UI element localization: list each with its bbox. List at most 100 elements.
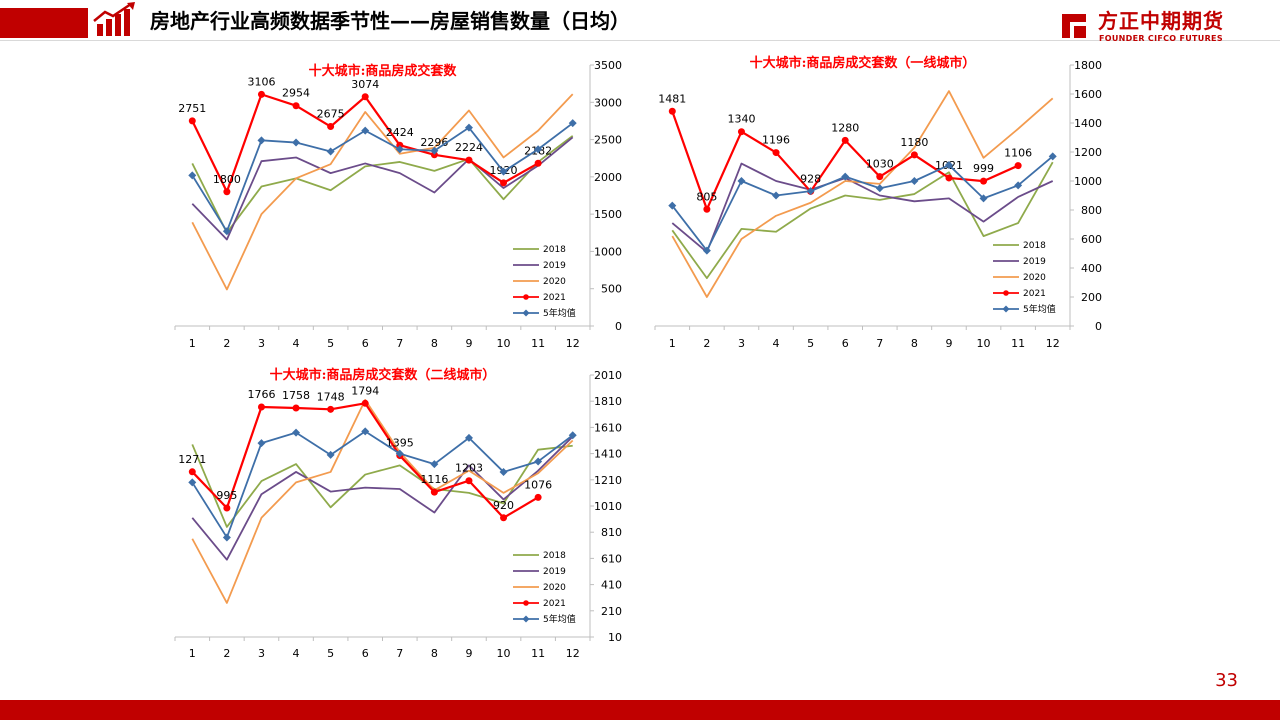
data-point bbox=[430, 488, 438, 496]
series-line bbox=[191, 122, 574, 233]
y-tick-label: 1010 bbox=[594, 500, 622, 513]
series-4 bbox=[188, 119, 577, 236]
x-tick-label: 11 bbox=[531, 647, 545, 660]
y-tick-label: 1210 bbox=[594, 474, 622, 487]
data-label: 2751 bbox=[178, 102, 206, 115]
page-title: 房地产行业高频数据季节性——房屋销售数量（日均） bbox=[150, 9, 630, 33]
series-4 bbox=[188, 427, 577, 542]
data-point bbox=[188, 478, 197, 487]
series-0 bbox=[671, 161, 1054, 280]
y-tick-label: 1400 bbox=[1074, 117, 1102, 130]
chart-legend: 2018 2019 2020 2021 5年均值 bbox=[513, 245, 576, 319]
data-point bbox=[979, 194, 988, 203]
legend-label: 5年均值 bbox=[543, 613, 576, 625]
data-label: 1340 bbox=[727, 113, 755, 126]
legend-label: 2018 bbox=[543, 245, 566, 255]
x-tick-label: 12 bbox=[566, 647, 580, 660]
data-point bbox=[430, 460, 439, 469]
y-tick-label: 3000 bbox=[594, 96, 622, 109]
header-accent-bar bbox=[0, 8, 88, 38]
data-point bbox=[257, 136, 266, 145]
series-0 bbox=[191, 135, 574, 234]
data-point bbox=[361, 399, 369, 407]
chart-title: 十大城市:商品房成交套数（一线城市） bbox=[750, 55, 976, 71]
data-label: 1800 bbox=[213, 173, 241, 186]
data-point bbox=[500, 514, 508, 522]
x-tick-label: 9 bbox=[945, 337, 952, 350]
data-point bbox=[292, 102, 300, 110]
data-point bbox=[980, 177, 988, 185]
data-label: 920 bbox=[493, 499, 514, 512]
data-point bbox=[257, 90, 265, 98]
y-tick-label: 3500 bbox=[594, 59, 622, 72]
data-point bbox=[465, 156, 473, 164]
legend-label: 2019 bbox=[543, 261, 566, 271]
chart-svg: 十大城市:商品房成交套数（二线城市）1021041061081010101210… bbox=[174, 367, 622, 660]
data-point bbox=[945, 174, 953, 182]
chart-citywide-sales: 十大城市:商品房成交套数 0 500 1000 1500 2000 2500 3000 3500… bbox=[160, 55, 640, 360]
rising-chart-icon bbox=[91, 2, 137, 38]
x-tick-label: 1 bbox=[189, 647, 196, 660]
series-line bbox=[191, 93, 539, 193]
series-line bbox=[671, 162, 1054, 253]
data-point bbox=[465, 477, 473, 485]
data-label: 1180 bbox=[900, 136, 928, 149]
x-tick-label: 5 bbox=[807, 337, 814, 350]
series-4 bbox=[668, 152, 1057, 255]
legend-label: 5年均值 bbox=[1023, 303, 1056, 315]
y-tick-label: 2000 bbox=[594, 171, 622, 184]
data-point bbox=[1048, 152, 1057, 161]
y-tick-label: 2500 bbox=[594, 134, 622, 147]
y-tick-label: 500 bbox=[601, 283, 622, 296]
data-label: 928 bbox=[800, 172, 821, 185]
series-3: 1271 995 1766 1758 1748 1794 1395 1116 1203 920 10… bbox=[178, 384, 552, 522]
series-line bbox=[191, 135, 574, 234]
series-1 bbox=[191, 435, 574, 561]
data-point bbox=[395, 145, 404, 154]
y-tick-label: 1800 bbox=[1074, 59, 1102, 72]
legend-label: 2021 bbox=[543, 293, 566, 303]
series-1 bbox=[671, 162, 1054, 253]
data-point bbox=[806, 187, 815, 196]
data-point bbox=[430, 146, 439, 155]
data-point bbox=[188, 171, 197, 180]
y-tick-label: 1000 bbox=[1074, 175, 1102, 188]
data-label: 1116 bbox=[420, 473, 448, 486]
data-point bbox=[668, 201, 677, 210]
series-line bbox=[191, 136, 574, 241]
data-point bbox=[568, 119, 577, 128]
data-point bbox=[841, 136, 849, 144]
legend-label: 2019 bbox=[543, 567, 566, 577]
legend-label: 5年均值 bbox=[543, 307, 576, 319]
series-1 bbox=[191, 136, 574, 241]
data-point bbox=[772, 149, 780, 157]
series-line bbox=[191, 435, 574, 561]
brand-name-cn: 方正中期期货 bbox=[1098, 9, 1224, 33]
chart-legend: 2018 2019 2020 2021 5年均值 bbox=[993, 241, 1056, 315]
chart-svg: 十大城市:商品房成交套数（一线城市） 0 200 400 600 800 1000 1200 1… bbox=[654, 55, 1102, 350]
data-point bbox=[223, 188, 231, 196]
y-tick-label: 600 bbox=[1081, 233, 1102, 246]
data-label: 3074 bbox=[351, 78, 379, 91]
series-line bbox=[671, 161, 1054, 280]
legend-label: 2019 bbox=[1023, 257, 1046, 267]
data-point bbox=[326, 450, 335, 459]
data-point bbox=[292, 138, 301, 147]
x-tick-label: 6 bbox=[842, 337, 849, 350]
legend-label: 2018 bbox=[543, 551, 566, 561]
page-number: 33 bbox=[1215, 670, 1238, 691]
data-point bbox=[499, 167, 508, 176]
data-label: 1203 bbox=[455, 462, 483, 475]
x-tick-label: 7 bbox=[396, 337, 403, 350]
data-point bbox=[668, 107, 676, 115]
data-point bbox=[534, 493, 542, 501]
data-point bbox=[1014, 162, 1022, 170]
data-label: 1748 bbox=[317, 390, 345, 403]
x-tick-label: 10 bbox=[497, 337, 511, 350]
data-label: 1271 bbox=[178, 453, 206, 466]
series-3: 2751180031062954267530742424229622241920… bbox=[178, 75, 552, 196]
data-point bbox=[534, 159, 542, 167]
x-tick-label: 12 bbox=[1046, 337, 1060, 350]
x-tick-label: 8 bbox=[911, 337, 918, 350]
